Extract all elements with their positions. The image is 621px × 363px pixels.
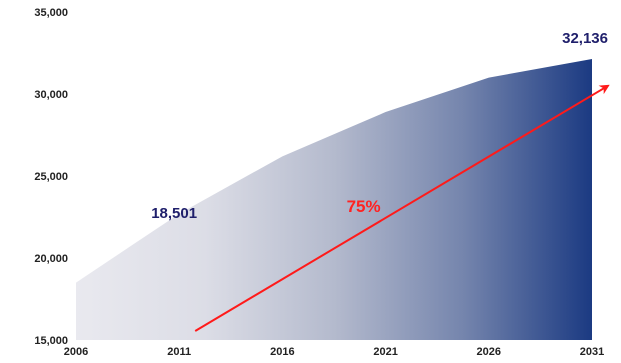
- x-tick-label: 2021: [373, 346, 397, 358]
- y-tick-label: 25,000: [34, 171, 68, 183]
- data-label: 18,501: [151, 205, 197, 222]
- area-series: [76, 58, 592, 340]
- data-label: 32,136: [562, 30, 608, 47]
- y-tick-label: 20,000: [34, 253, 68, 265]
- y-tick-label: 35,000: [34, 7, 68, 19]
- growth-arrow: [194, 84, 610, 332]
- growth-percent-label: 75%: [347, 197, 381, 216]
- x-tick-label: 2006: [64, 346, 88, 358]
- y-tick-label: 30,000: [34, 89, 68, 101]
- x-tick-label: 2011: [167, 346, 191, 358]
- x-tick-label: 2016: [270, 346, 294, 358]
- y-tick-label: 15,000: [34, 335, 68, 347]
- x-tick-label: 2026: [477, 346, 501, 358]
- x-tick-label: 2031: [580, 346, 604, 358]
